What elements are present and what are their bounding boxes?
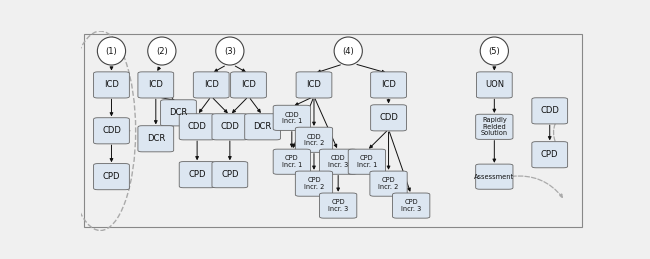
Ellipse shape	[216, 37, 244, 65]
Text: CPD: CPD	[103, 172, 120, 181]
FancyBboxPatch shape	[179, 162, 215, 188]
FancyBboxPatch shape	[273, 149, 311, 174]
Text: (1): (1)	[105, 47, 118, 55]
Ellipse shape	[480, 37, 508, 65]
Text: (3): (3)	[224, 47, 236, 55]
Text: DCR: DCR	[147, 134, 165, 143]
FancyBboxPatch shape	[320, 193, 357, 218]
Text: DCR: DCR	[254, 122, 272, 131]
FancyBboxPatch shape	[295, 171, 333, 196]
FancyBboxPatch shape	[138, 72, 174, 98]
FancyBboxPatch shape	[179, 114, 215, 140]
FancyBboxPatch shape	[94, 72, 129, 98]
Text: CDD
Incr. 2: CDD Incr. 2	[304, 134, 324, 146]
FancyBboxPatch shape	[348, 149, 385, 174]
FancyBboxPatch shape	[212, 114, 248, 140]
FancyBboxPatch shape	[532, 98, 567, 124]
FancyBboxPatch shape	[94, 118, 129, 144]
Text: CPD
Incr. 3: CPD Incr. 3	[328, 199, 348, 212]
Text: (5): (5)	[488, 47, 500, 55]
FancyBboxPatch shape	[138, 126, 174, 152]
FancyBboxPatch shape	[161, 100, 196, 126]
Text: Assessment: Assessment	[474, 174, 514, 180]
FancyBboxPatch shape	[370, 171, 407, 196]
FancyBboxPatch shape	[94, 164, 129, 190]
FancyBboxPatch shape	[295, 127, 333, 152]
Text: ICD: ICD	[104, 81, 119, 89]
FancyBboxPatch shape	[476, 114, 513, 139]
Text: ICD: ICD	[241, 81, 256, 89]
Ellipse shape	[334, 37, 362, 65]
Text: CDD
Incr. 3: CDD Incr. 3	[328, 155, 348, 168]
Text: UON: UON	[485, 81, 504, 89]
FancyBboxPatch shape	[296, 72, 332, 98]
Text: (4): (4)	[343, 47, 354, 55]
Text: CDD: CDD	[379, 113, 398, 122]
Text: CPD
Incr. 3: CPD Incr. 3	[401, 199, 421, 212]
Text: CPD
Incr. 2: CPD Incr. 2	[378, 177, 398, 190]
Text: CDD: CDD	[540, 106, 559, 115]
FancyBboxPatch shape	[244, 114, 281, 140]
Text: DCR: DCR	[170, 108, 188, 117]
FancyBboxPatch shape	[476, 164, 513, 189]
FancyBboxPatch shape	[193, 72, 229, 98]
FancyBboxPatch shape	[320, 149, 357, 174]
FancyBboxPatch shape	[231, 72, 266, 98]
Text: CDD: CDD	[102, 126, 121, 135]
FancyBboxPatch shape	[532, 142, 567, 168]
Text: CPD: CPD	[221, 170, 239, 179]
Text: Rapidly
Fielded
Solution: Rapidly Fielded Solution	[481, 117, 508, 136]
Text: CPD
Incr. 1: CPD Incr. 1	[357, 155, 377, 168]
Text: (2): (2)	[156, 47, 168, 55]
FancyBboxPatch shape	[273, 105, 311, 130]
Text: CPD: CPD	[188, 170, 206, 179]
Ellipse shape	[148, 37, 176, 65]
FancyBboxPatch shape	[370, 72, 406, 98]
Text: CPD
Incr. 1: CPD Incr. 1	[281, 155, 302, 168]
Text: ICD: ICD	[307, 81, 321, 89]
Text: ICD: ICD	[204, 81, 218, 89]
Text: ICD: ICD	[148, 81, 163, 89]
Ellipse shape	[98, 37, 125, 65]
FancyBboxPatch shape	[393, 193, 430, 218]
FancyBboxPatch shape	[476, 72, 512, 98]
Text: CDD: CDD	[220, 122, 239, 131]
FancyBboxPatch shape	[212, 162, 248, 188]
Text: ICD: ICD	[381, 81, 396, 89]
Text: CPD: CPD	[541, 150, 558, 159]
Text: CPD
Incr. 2: CPD Incr. 2	[304, 177, 324, 190]
Text: CDD: CDD	[188, 122, 207, 131]
Text: CDD
Incr. 1: CDD Incr. 1	[281, 112, 302, 124]
FancyBboxPatch shape	[370, 105, 406, 131]
